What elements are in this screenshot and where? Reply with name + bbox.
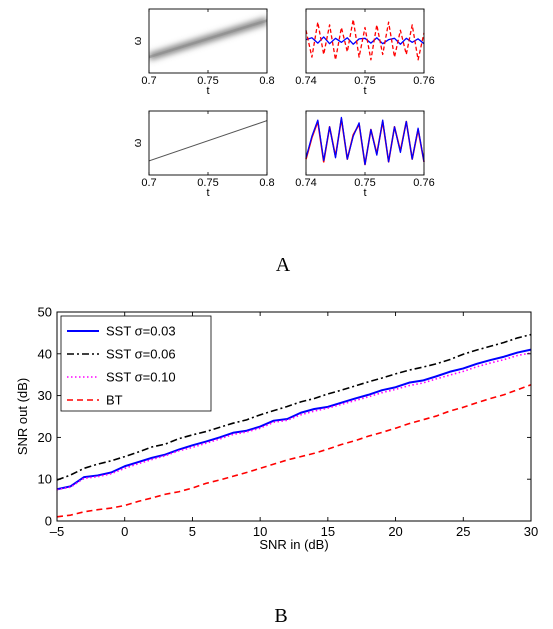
x-tick-label: 0.8 xyxy=(259,75,274,87)
x-tick-label: 10 xyxy=(253,524,267,539)
x-tick-label: 0.74 xyxy=(295,177,316,189)
subplot-tfr-blurred: 0.7 0.75 0.8 t ω xyxy=(132,8,275,97)
y-tick-label: 20 xyxy=(38,430,52,445)
y-axis-label: ω xyxy=(132,138,144,147)
subplot-signal-bottom: 0.74 0.75 0.76 t xyxy=(295,110,435,199)
subplot-tfr-sharp: 0.7 0.75 0.8 t ω xyxy=(132,110,275,199)
x-axis-label: t xyxy=(363,85,366,97)
panel-label-a: A xyxy=(276,254,291,276)
y-tick-label: 10 xyxy=(38,472,52,487)
y-tick-label: 50 xyxy=(38,305,52,320)
x-tick-label: 25 xyxy=(456,524,470,539)
axes-frame xyxy=(305,8,425,74)
x-tick-label: 20 xyxy=(388,524,402,539)
subplot-signal-top: 0.74 0.75 0.76 t xyxy=(295,8,435,97)
series-line-red xyxy=(305,18,425,61)
series-line-blue xyxy=(305,116,425,166)
legend: SST σ=0.03 SST σ=0.06 SST σ=0.10 BT xyxy=(60,315,212,412)
series-line-bt xyxy=(56,383,532,518)
axes-frame xyxy=(148,110,268,176)
x-tick-label: 0.75 xyxy=(197,75,218,87)
series-line-sst-0-10 xyxy=(56,352,532,491)
x-tick-label: 30 xyxy=(524,524,538,539)
y-axis-label: SNR out (dB) xyxy=(15,378,30,455)
panel-label-b: B xyxy=(274,605,287,627)
y-axis-label: ω xyxy=(132,36,144,45)
x-axis-label: t xyxy=(363,187,366,199)
x-axis-label: t xyxy=(206,187,209,199)
x-tick-label: 15 xyxy=(321,524,335,539)
x-tick-label: 5 xyxy=(189,524,196,539)
x-tick-label: 0.7 xyxy=(141,177,156,189)
x-tick-label: 0.76 xyxy=(413,177,434,189)
y-tick-label: 0 xyxy=(45,514,52,529)
x-tick-label: 0.7 xyxy=(141,75,156,87)
x-tick-label: 0 xyxy=(121,524,128,539)
axes-frame xyxy=(56,311,532,522)
tfr-ridge-sharp xyxy=(149,120,267,162)
x-axis-label: SNR in (dB) xyxy=(259,537,328,552)
x-tick-label: 0.8 xyxy=(259,177,274,189)
x-axis-label: t xyxy=(206,85,209,97)
y-tick-label: 30 xyxy=(38,388,52,403)
legend-label: SST σ=0.03 xyxy=(106,324,176,339)
axes-frame xyxy=(305,110,425,176)
x-tick-label: 0.75 xyxy=(354,177,375,189)
y-tick-label: 40 xyxy=(38,346,52,361)
x-tick-label: 0.74 xyxy=(295,75,316,87)
legend-label: SST σ=0.10 xyxy=(106,370,176,385)
x-tick-label: 0.75 xyxy=(354,75,375,87)
x-tick-label: –5 xyxy=(50,524,64,539)
x-tick-label: 0.75 xyxy=(197,177,218,189)
legend-label: BT xyxy=(106,393,123,408)
x-tick-label: 0.76 xyxy=(413,75,434,87)
tfr-ridge-core xyxy=(149,19,267,59)
legend-label: SST σ=0.06 xyxy=(106,347,176,362)
series-line-blue xyxy=(305,36,425,45)
series-line-sst-0-03 xyxy=(56,348,532,491)
